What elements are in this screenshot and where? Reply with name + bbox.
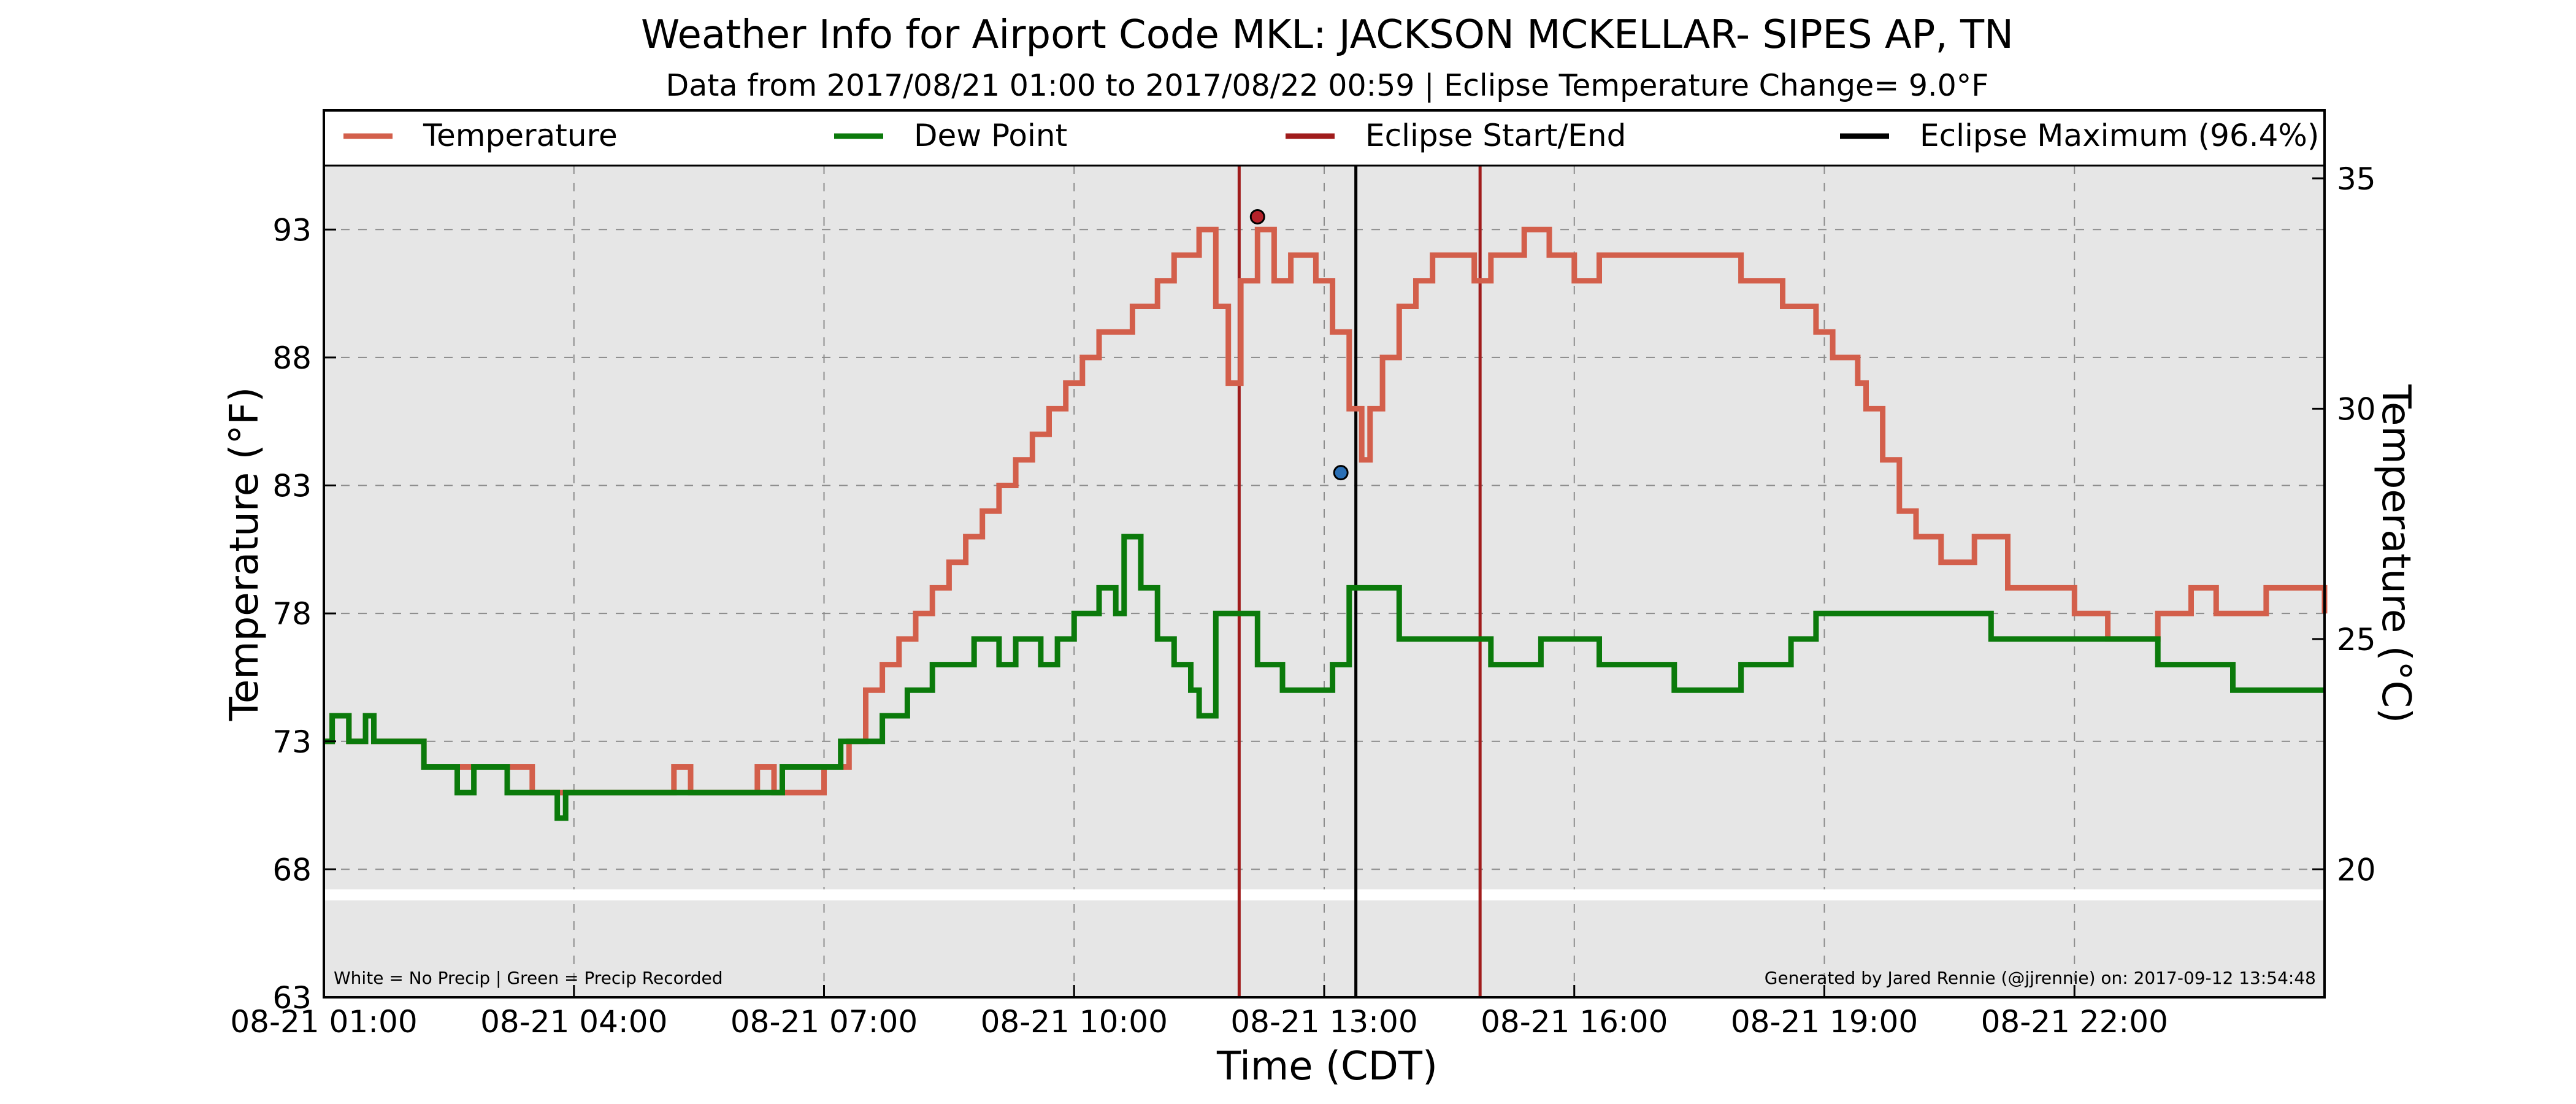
series-line-temperature xyxy=(324,226,2328,795)
y-right-tick-label-30: 30 xyxy=(2337,391,2376,427)
y-axis-label-left: Temperature (°F) xyxy=(222,387,267,722)
x-tick-label-7: 08-21 07:00 xyxy=(730,1004,918,1040)
x-tick-label-13: 08-21 13:00 xyxy=(1230,1004,1417,1040)
eclipse-min-temp-marker xyxy=(1333,465,1349,481)
marker-layer xyxy=(1249,209,1349,481)
legend-label-0: Temperature xyxy=(423,118,618,153)
series-layer xyxy=(324,226,2328,821)
x-tick-label-4: 08-21 04:00 xyxy=(480,1004,667,1040)
legend-label-2: Eclipse Start/End xyxy=(1365,118,1626,153)
y-tick-label-73: 73 xyxy=(272,724,312,760)
series-line-dew-point xyxy=(324,534,2325,821)
x-tick-label-16: 08-21 16:00 xyxy=(1481,1004,1668,1040)
legend-label-1: Dew Point xyxy=(914,118,1067,153)
eclipse-pre-max-temp-marker xyxy=(1249,209,1265,224)
y-axis-left: 63 68 73 78 83 88 93 xyxy=(272,212,336,1016)
footer-right-note: Generated by Jared Rennie (@jjrennie) on… xyxy=(1765,968,2316,988)
x-tick-label-22: 08-21 22:00 xyxy=(1981,1004,2168,1040)
y-tick-label-93: 93 xyxy=(272,212,312,248)
y-right-tick-label-20: 20 xyxy=(2337,852,2376,887)
y-axis-right: 20 25 30 35 xyxy=(2312,161,2376,887)
chart-subtitle: Data from 2017/08/21 01:00 to 2017/08/22… xyxy=(666,68,1989,103)
y-tick-label-88: 88 xyxy=(272,340,312,376)
y-tick-label-78: 78 xyxy=(272,596,312,632)
precip-band xyxy=(324,889,2325,901)
x-tick-label-1: 08-21 01:00 xyxy=(230,1004,417,1040)
y-tick-label-68: 68 xyxy=(272,852,312,887)
chart-title: Weather Info for Airport Code MKL: JACKS… xyxy=(641,12,2014,58)
x-axis: 08-21 01:00 08-21 04:00 08-21 07:00 08-21 1… xyxy=(230,985,2168,1040)
x-tick-label-19: 08-21 19:00 xyxy=(1731,1004,1918,1040)
x-axis-label: Time (CDT) xyxy=(1216,1044,1438,1089)
grid-lines xyxy=(324,166,2325,997)
y-axis-label-right: Temperature (°C) xyxy=(2373,384,2418,723)
x-tick-label-10: 08-21 10:00 xyxy=(981,1004,1168,1040)
y-tick-label-63: 63 xyxy=(272,980,312,1016)
y-tick-label-83: 83 xyxy=(272,469,312,504)
footer-left-note: White = No Precip | Green = Precip Recor… xyxy=(334,968,723,988)
y-right-tick-label-25: 25 xyxy=(2337,622,2376,657)
legend-label-3: Eclipse Maximum (96.4%) xyxy=(1920,118,2319,153)
y-right-tick-label-35: 35 xyxy=(2337,161,2376,197)
legend: Temperature Dew Point Eclipse Start/End Ecl… xyxy=(343,118,2319,153)
